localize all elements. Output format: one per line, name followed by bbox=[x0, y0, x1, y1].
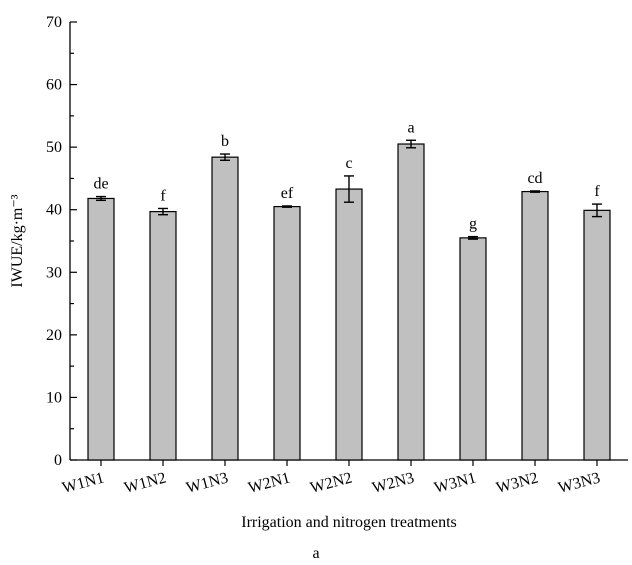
x-tick-label: W1N2 bbox=[122, 469, 168, 496]
significance-labels: de f b ef c a g cd f bbox=[93, 119, 600, 232]
y-tick-label: 10 bbox=[46, 389, 62, 406]
bar bbox=[459, 237, 487, 461]
significance-letter: g bbox=[469, 216, 477, 233]
error-bars bbox=[96, 139, 602, 240]
x-tick-label: W2N3 bbox=[370, 469, 416, 496]
x-tick-label: W3N1 bbox=[432, 469, 478, 496]
bar bbox=[149, 210, 177, 461]
y-tick-label: 20 bbox=[46, 327, 62, 344]
bar bbox=[335, 188, 363, 461]
x-tick-label: W1N3 bbox=[184, 469, 230, 496]
x-tick-label: W3N3 bbox=[556, 469, 602, 496]
x-axis-title: Irrigation and nitrogen treatments bbox=[241, 514, 456, 531]
bar bbox=[273, 205, 301, 461]
significance-letter: a bbox=[407, 119, 414, 136]
x-axis: W1N1 W1N2 W1N3 W2N1 W2N2 W2N3 W3N1 W3N2 W3N3 bbox=[60, 459, 628, 497]
bar bbox=[583, 209, 611, 461]
x-tick-label: W1N1 bbox=[60, 469, 106, 496]
significance-letter: de bbox=[93, 176, 108, 193]
bar bbox=[87, 197, 115, 461]
significance-letter: f bbox=[594, 183, 600, 200]
bar bbox=[211, 156, 239, 461]
y-tick-label: 70 bbox=[46, 14, 62, 31]
y-tick-label: 40 bbox=[46, 202, 62, 219]
y-tick-label: 30 bbox=[46, 264, 62, 281]
significance-letter: b bbox=[221, 133, 229, 150]
y-tick-label: 50 bbox=[46, 139, 62, 156]
significance-letter: cd bbox=[527, 170, 542, 187]
panel-label: a bbox=[312, 545, 319, 562]
x-tick-label: W2N1 bbox=[246, 469, 292, 496]
bar bbox=[521, 190, 549, 461]
y-axis-title: IWUE/kg·m⁻³ bbox=[9, 194, 26, 287]
x-tick-label: W2N2 bbox=[308, 469, 354, 496]
x-tick-label: W3N2 bbox=[494, 469, 540, 496]
significance-letter: ef bbox=[281, 185, 294, 202]
bar bbox=[397, 143, 425, 461]
significance-letter: c bbox=[345, 155, 352, 172]
y-tick-label: 0 bbox=[54, 452, 62, 469]
y-tick-label: 60 bbox=[46, 77, 62, 94]
y-axis: 0 10 20 30 40 50 60 70 bbox=[46, 14, 77, 469]
significance-letter: f bbox=[160, 187, 166, 204]
